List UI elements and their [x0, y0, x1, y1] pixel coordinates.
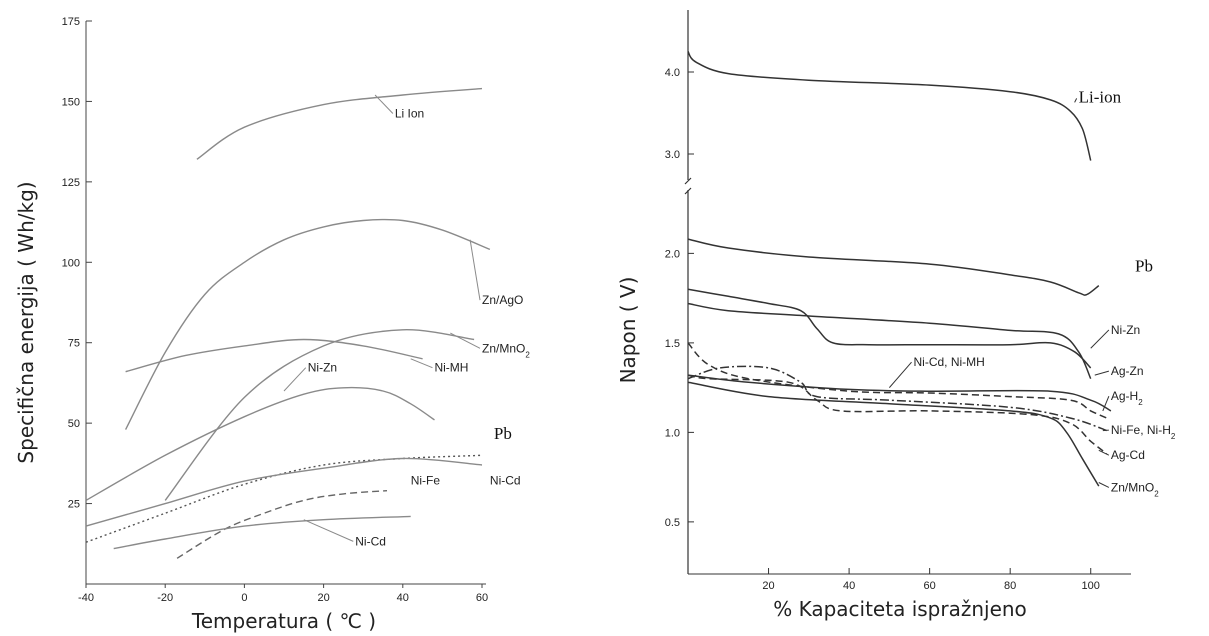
- left-leader-line-4: [283, 367, 307, 392]
- left-series-zn-ago-1: [124, 218, 491, 430]
- right-series-pb-1: [687, 238, 1100, 296]
- right-x-tick-label: 60: [924, 580, 936, 592]
- right-y-axis-title: Napon ( V): [616, 277, 640, 384]
- left-x-tick-label: 0: [241, 592, 247, 604]
- left-series-pb-5: [85, 454, 483, 543]
- left-series-ni-cd-6: [85, 457, 483, 527]
- right-x-tick-label: 80: [1004, 580, 1016, 592]
- right-label-pb-1: Pb: [1135, 256, 1153, 275]
- left-leader-line-3: [410, 358, 433, 369]
- left-label-ni-cd-8: Ni-Cd: [355, 534, 386, 548]
- left-leader-line-8: [303, 519, 354, 542]
- right-series-ni-fe-ni-h-6: [687, 365, 1108, 432]
- left-leader-line-0: [374, 94, 394, 114]
- left-y-tick-label: 50: [68, 418, 80, 430]
- left-leader-line-1: [469, 239, 481, 301]
- left-x-tick-label: 60: [476, 592, 488, 604]
- right-leader-line-4: [1102, 395, 1110, 412]
- right-series-ni-cd-ni-mh-5: [687, 342, 1108, 419]
- right-y-tick-label: 4.0: [665, 67, 680, 79]
- left-y-tick-label: 175: [62, 16, 80, 28]
- right-label-subscript-6: 2: [1171, 432, 1176, 441]
- right-label-ni-cd-ni-mh-5: Ni-Cd, Ni-MH: [914, 355, 985, 369]
- right-y-tick-label: 3.0: [665, 149, 680, 161]
- right-series-ag-zn-3: [687, 302, 1092, 380]
- right-series-ni-zn-2: [687, 288, 1092, 369]
- left-label-ni-mh-3: Ni-MH: [434, 361, 468, 375]
- right-label-subscript-4: 2: [1138, 398, 1143, 407]
- right-series-zn-mno-8: [687, 381, 1100, 487]
- left-x-tick-label: -40: [78, 592, 94, 604]
- right-leader-line-2: [1090, 329, 1110, 349]
- left-series-ni-mh-3: [125, 338, 423, 373]
- right-leader-line-0: [1074, 98, 1078, 103]
- left-x-tick-label: 40: [397, 592, 409, 604]
- right-x-axis-title: % Kapaciteta ispražnjeno: [773, 597, 1027, 621]
- right-y-tick-label: 1.0: [665, 427, 680, 439]
- left-y-tick-label: 150: [62, 96, 80, 108]
- right-label-zn-mno-8: Zn/MnO2: [1111, 480, 1159, 498]
- right-label-ni-zn-2: Ni-Zn: [1111, 323, 1140, 337]
- left-y-tick-label: 75: [68, 338, 80, 350]
- left-label-li-ion-0: Li Ion: [395, 107, 424, 121]
- left-x-axis-title: Temperatura ( ℃ ): [191, 609, 376, 633]
- right-label-li-ion-0: Li-ion: [1079, 87, 1122, 106]
- left-leader-line-2: [450, 332, 481, 349]
- right-leader-line-7: [1098, 449, 1110, 456]
- left-label-ni-cd-6: Ni-Cd: [490, 473, 521, 487]
- right-label-ag-zn-3: Ag-Zn: [1111, 364, 1144, 378]
- left-label-subscript-2: 2: [525, 350, 530, 359]
- right-leader-line-8: [1098, 482, 1110, 488]
- right-y-tick-label: 2.0: [665, 248, 680, 260]
- left-label-ni-zn-4: Ni-Zn: [308, 361, 337, 375]
- left-chart-specific-energy: -40 -20 0 20 40 60 25 50 75 100 125 150 175 Temperatu…: [14, 16, 530, 633]
- right-y-tick-label: 0.5: [665, 517, 680, 529]
- left-x-tick-label: 20: [317, 592, 329, 604]
- right-label-ag-cd-7: Ag-Cd: [1111, 448, 1145, 462]
- right-series-ag-cd-7: [687, 374, 1108, 455]
- left-label-pb-5: Pb: [494, 424, 512, 443]
- left-y-tick-label: 25: [68, 499, 80, 511]
- right-series-ag-h-4: [687, 374, 1112, 412]
- right-series-li-ion-0: [687, 51, 1092, 161]
- right-label-ni-fe-ni-h-6: Ni-Fe, Ni-H2: [1111, 423, 1176, 441]
- right-x-tick-label: 20: [762, 580, 774, 592]
- left-series-ni-cd-8: [113, 515, 411, 550]
- left-label-ni-fe-7: Ni-Fe: [411, 473, 441, 487]
- right-y-axis-break: [684, 177, 692, 195]
- left-label-zn-ago-1: Zn/AgO: [482, 293, 523, 307]
- right-label-subscript-8: 2: [1154, 489, 1159, 498]
- left-series-li-ion-0: [196, 87, 483, 160]
- left-series-zn-mno-2: [164, 329, 475, 501]
- right-x-tick-label: 40: [843, 580, 855, 592]
- left-y-axis-title: Specifična energija ( Wh/kg): [14, 181, 38, 463]
- right-label-ag-h-4: Ag-H2: [1111, 389, 1143, 407]
- left-y-tick-label: 100: [62, 257, 80, 269]
- left-label-zn-mno-2: Zn/MnO2: [482, 341, 530, 359]
- right-leader-line-5: [888, 361, 912, 388]
- left-x-tick-label: -20: [157, 592, 173, 604]
- right-chart-voltage-discharge: 20 40 60 80 100 0.5 1.0 1.5 2.0 3.0 4.0 % Kapacitet…: [616, 10, 1176, 621]
- left-y-tick-label: 125: [62, 177, 80, 189]
- left-series-ni-zn-4: [85, 386, 435, 502]
- right-x-tick-label: 100: [1082, 580, 1100, 592]
- right-leader-line-3: [1094, 370, 1110, 376]
- right-y-tick-label: 1.5: [665, 338, 680, 350]
